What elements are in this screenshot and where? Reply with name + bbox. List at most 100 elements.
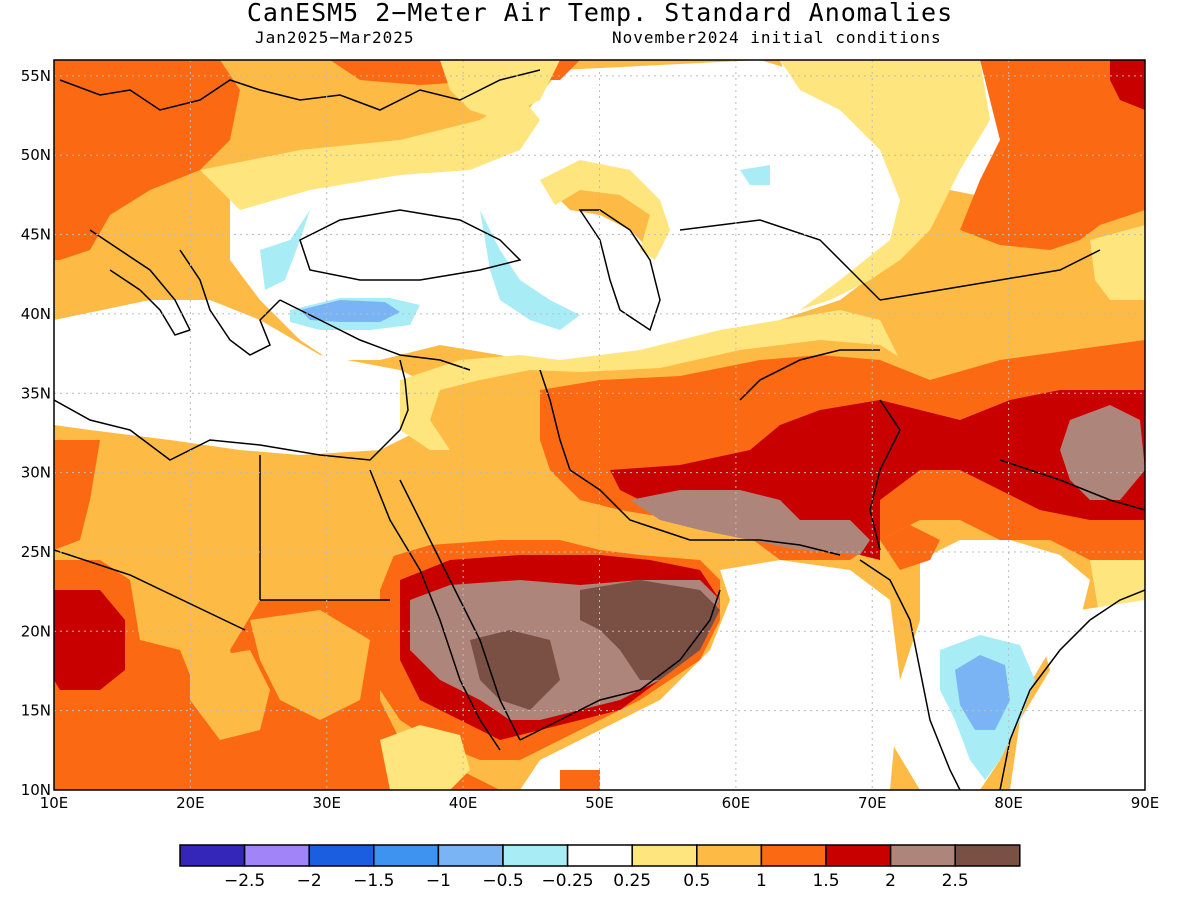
legend-color-box — [243, 844, 310, 867]
coast-levant — [399, 359, 409, 431]
legend-labels: −2.5 −2 −1.5 −1 −0.5 −0.25 0.25 0.5 1 1.5 2 2.5 — [224, 871, 969, 891]
coast-europe — [59, 69, 541, 111]
border-afghanistan — [739, 349, 880, 401]
longitude-label: 60E — [722, 794, 751, 812]
latitude-label: 35N — [21, 384, 51, 402]
legend-label: −2.5 — [224, 871, 265, 891]
anomaly-region-gujarat-orange — [880, 525, 940, 570]
anomaly-region-arabian-sea-white — [520, 560, 900, 790]
legend-color-box — [631, 844, 698, 867]
anomaly-region-mongolia-red — [960, 60, 1145, 250]
coast-turkey-south — [279, 299, 471, 371]
coast-red-sea-west — [369, 469, 501, 751]
coastlines-and-borders — [54, 69, 1145, 790]
anomaly-region-gulf-brown — [630, 490, 870, 555]
anomaly-region-india-blue — [955, 655, 1010, 730]
anomaly-region-eastern-europe-yellow — [440, 60, 560, 120]
latitude-label: 50N — [21, 146, 51, 164]
border-nepal — [999, 459, 1145, 511]
border-iran-iraq — [539, 369, 571, 471]
legend-color-box — [889, 844, 956, 867]
border-pakistan-india — [869, 399, 901, 551]
legend-color-box — [566, 844, 633, 867]
coast-india-west — [859, 559, 961, 790]
legend-label: 1.5 — [812, 871, 839, 891]
anomaly-region-africa-red-west — [54, 440, 100, 550]
longitude-label: 40E — [449, 794, 478, 812]
anomaly-region-himalaya-darkred — [610, 390, 1145, 560]
coast-india-east — [999, 589, 1145, 790]
anomaly-region-europe-red — [54, 60, 240, 260]
legend-color-box — [825, 844, 892, 867]
anomaly-region-anatolia-blue — [300, 300, 400, 322]
anomaly-region-africa-orange-south — [190, 650, 270, 740]
anomaly-region-kazakh-lightblue — [740, 165, 770, 185]
anomaly-region-europe-yellow — [200, 95, 540, 210]
anomaly-region-med-white — [54, 300, 440, 455]
legend-color-box — [437, 844, 504, 867]
legend-color-box — [760, 844, 827, 867]
latitude-label: 15N — [21, 702, 51, 720]
legend-label: −1.5 — [353, 871, 394, 891]
map-title: CanESM5 2−Meter Air Temp. Standard Anoma… — [246, 0, 954, 27]
longitude-label: 90E — [1131, 794, 1160, 812]
legend-color-bar — [179, 844, 1021, 867]
border-chad — [54, 549, 246, 631]
latitude-label: 20N — [21, 622, 51, 640]
legend-label: −0.5 — [482, 871, 523, 891]
anomaly-region-somalia-red — [560, 770, 600, 790]
border-china — [879, 249, 1101, 301]
legend-label: 1 — [756, 871, 767, 891]
legend-color-box — [954, 844, 1021, 867]
legend-color-box — [308, 844, 375, 867]
anomaly-region-siberia-yellow — [780, 60, 990, 310]
map-frame-border — [53, 59, 1146, 791]
anomaly-region-africa-darkred — [54, 590, 125, 690]
legend-color-box — [502, 844, 569, 867]
anomaly-fields — [54, 60, 1145, 790]
latitude-label: 45N — [21, 226, 51, 244]
border-kazakhstan — [679, 219, 881, 301]
longitude-label: 50E — [585, 794, 614, 812]
latitude-label: 25N — [21, 543, 51, 561]
legend-color-box — [373, 844, 440, 867]
legend-color-box — [696, 844, 763, 867]
latitude-label: 55N — [21, 67, 51, 85]
anomaly-region-central-white — [230, 60, 905, 370]
legend-label: −0.25 — [542, 871, 594, 891]
latitude-label: 30N — [21, 464, 51, 482]
initial-conditions: November2024 initial conditions — [612, 28, 942, 47]
anomaly-region-balkans-lightblue — [260, 210, 310, 290]
legend-label: 2 — [885, 871, 896, 891]
anomaly-region-caucasus-lightblue — [480, 210, 580, 330]
forecast-period: Jan2025−Mar2025 — [255, 28, 415, 47]
latitude-labels: 55N 50N 45N 40N 35N 30N 25N 20N 15N 10N — [21, 67, 51, 799]
anomaly-region-mongolia-darkred — [1110, 60, 1145, 110]
anomaly-region-africa-orange-east — [250, 610, 370, 720]
anomaly-region-bay-white — [1010, 600, 1145, 790]
longitude-label: 10E — [40, 794, 69, 812]
coast-balkans-greece — [179, 249, 281, 356]
coast-north-africa — [54, 399, 401, 461]
anomaly-region-arabia-darkbrown-east — [580, 580, 720, 680]
legend-label: −2 — [297, 871, 322, 891]
anomaly-region-arabia-darkbrown-west — [470, 630, 560, 710]
legend-label: 0.25 — [613, 871, 651, 891]
coast-red-sea-east — [399, 479, 521, 741]
longitude-labels: 10E 20E 30E 40E 50E 60E 70E 80E 90E — [40, 794, 1160, 812]
latitude-label: 10N — [21, 781, 51, 799]
anomaly-region-ethiopia-yellow — [380, 725, 470, 790]
coast-black-sea — [299, 209, 522, 281]
grid-lines — [54, 60, 1145, 790]
longitude-label: 20E — [176, 794, 205, 812]
longitude-label: 30E — [312, 794, 341, 812]
longitude-label: 70E — [858, 794, 887, 812]
anomaly-region-tibet-brown — [1060, 405, 1145, 500]
coast-persian-gulf — [569, 469, 841, 556]
longitude-label: 80E — [994, 794, 1023, 812]
coast-caspian — [578, 209, 661, 332]
legend-label: 0.5 — [683, 871, 710, 891]
legend-color-box — [179, 844, 246, 867]
anomaly-region-china-yellow — [1090, 225, 1145, 300]
